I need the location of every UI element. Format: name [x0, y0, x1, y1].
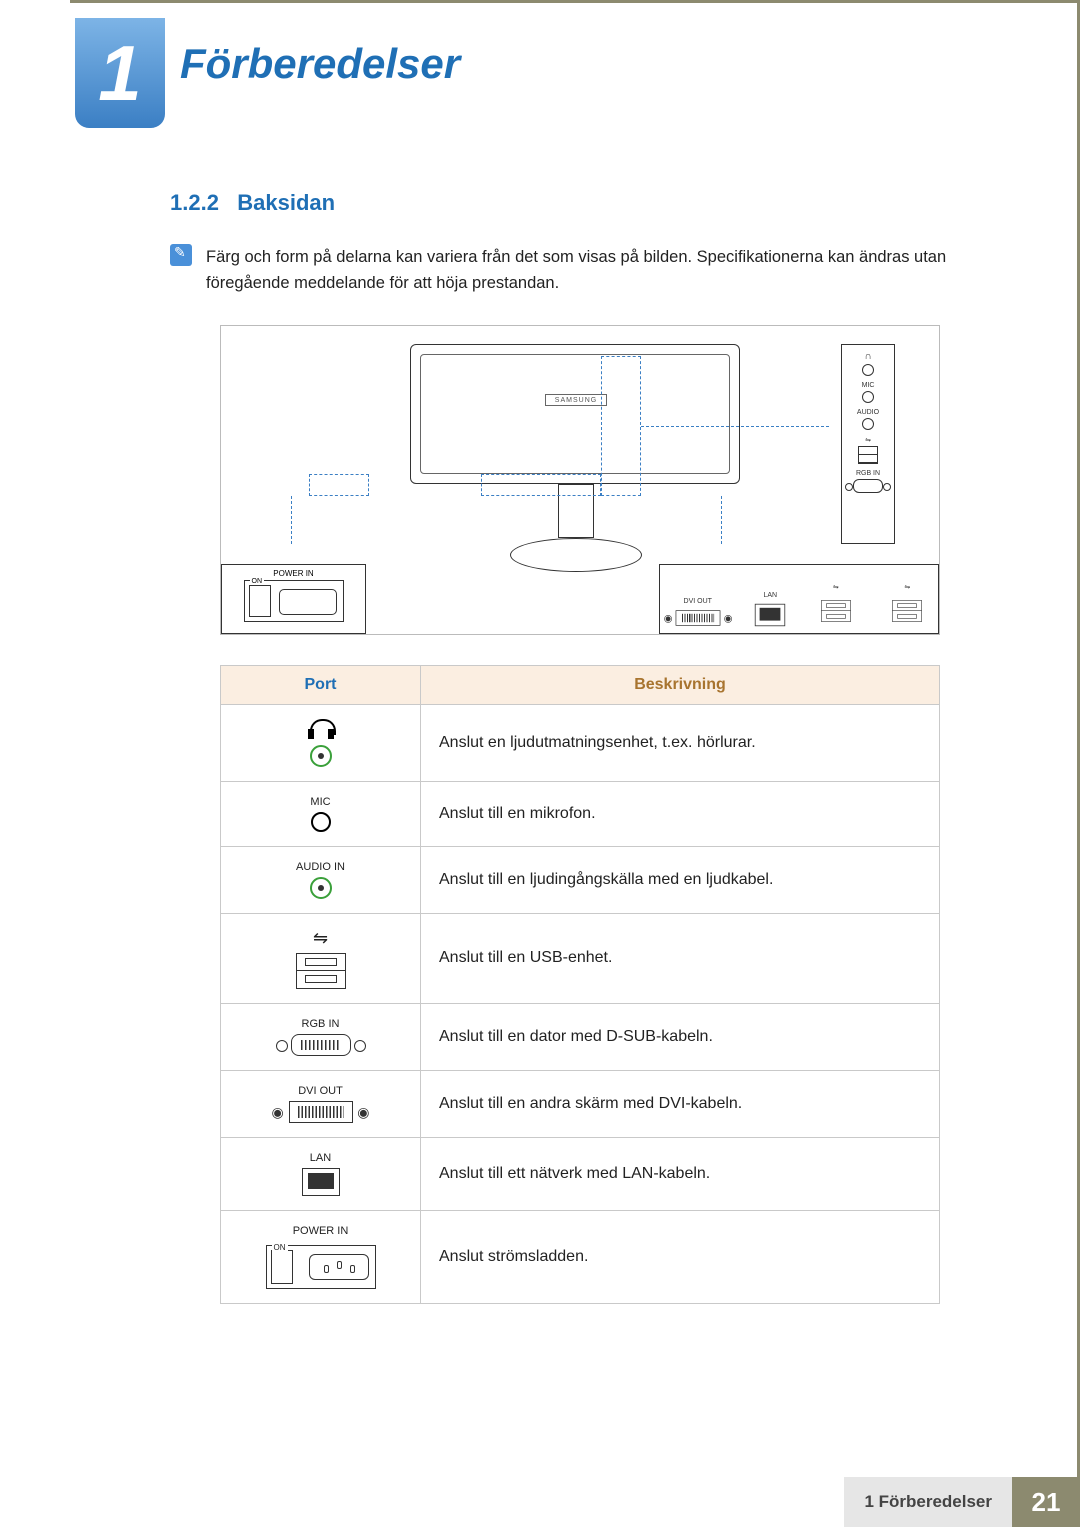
ports-table: Port Beskrivning Anslut en ljudutmatning… — [220, 665, 940, 1304]
port-desc: Anslut till en ljudingångskälla med en l… — [421, 846, 940, 913]
port-desc: Anslut till ett nätverk med LAN-kabeln. — [421, 1137, 940, 1210]
diagram-dvi-icon: DVI OUT — [666, 598, 730, 629]
diagram-power-socket — [279, 589, 337, 615]
chapter-title: Förberedelser — [180, 40, 460, 88]
port-desc: Anslut till en andra skärm med DVI-kabel… — [421, 1070, 940, 1137]
chapter-number: 1 — [98, 28, 141, 119]
footer-page-number: 21 — [1012, 1477, 1080, 1527]
diagram-bottom-ports: DVI OUT LAN ⇋ ⇋ — [659, 564, 939, 634]
port-desc: Anslut strömsladden. — [421, 1210, 940, 1303]
side-audio-icon: AUDIO — [857, 409, 879, 430]
callout-bottom-right — [481, 474, 601, 496]
diagram-power-label: POWER IN — [226, 569, 361, 578]
table-row: DVI OUT Anslut till en andra skärm med D… — [221, 1070, 940, 1137]
table-row: Anslut en ljudutmatningsenhet, t.ex. hör… — [221, 704, 940, 781]
table-header-row: Port Beskrivning — [221, 665, 940, 704]
port-power-icon: POWER IN ON — [221, 1210, 421, 1303]
diagram-usb1-icon: ⇋ — [811, 583, 861, 629]
table-row: MIC Anslut till en mikrofon. — [221, 781, 940, 846]
section-heading: 1.2.2 Baksidan — [170, 190, 990, 216]
diagram-usb2-icon: ⇋ — [882, 583, 932, 629]
table-row: ⇋ Anslut till en USB-enhet. — [221, 913, 940, 1003]
callout-line-bl1 — [291, 496, 292, 544]
footer-section: 1 Förberedelser — [844, 1477, 1012, 1527]
note-icon — [170, 244, 192, 266]
port-desc: Anslut en ljudutmatningsenhet, t.ex. hör… — [421, 704, 940, 781]
callout-bottom-left — [309, 474, 369, 496]
table-row: AUDIO IN Anslut till en ljudingångskälla… — [221, 846, 940, 913]
table-row: LAN Anslut till ett nätverk med LAN-kabe… — [221, 1137, 940, 1210]
note-row: Färg och form på delarna kan variera frå… — [170, 244, 990, 297]
monitor-outline: SAMSUNG — [370, 344, 790, 534]
side-ports-panel: ∩ MIC AUDIO ⇋ RGB IN — [841, 344, 895, 544]
brand-badge: SAMSUNG — [545, 394, 607, 406]
page-content: 1.2.2 Baksidan Färg och form på delarna … — [170, 190, 990, 1304]
side-rgb-icon: RGB IN — [853, 470, 883, 493]
table-row: RGB IN Anslut till en dator med D-SUB-ka… — [221, 1003, 940, 1070]
port-desc: Anslut till en USB-enhet. — [421, 913, 940, 1003]
section-title: Baksidan — [237, 190, 335, 215]
side-mic-icon: MIC — [862, 382, 875, 403]
port-lan-icon: LAN — [221, 1137, 421, 1210]
port-rgb-icon: RGB IN — [221, 1003, 421, 1070]
callout-line-br1 — [721, 496, 722, 544]
port-headphone-icon — [221, 704, 421, 781]
diagram-power-plug: ON — [244, 580, 344, 622]
diagram-power-switch — [249, 585, 271, 617]
monitor-base — [510, 538, 642, 572]
diagram-power-box: POWER IN ON — [221, 564, 366, 634]
diagram-lan-icon: LAN — [751, 592, 789, 629]
page-footer: 1 Förberedelser 21 — [0, 1477, 1080, 1527]
side-usb-icon: ⇋ — [858, 436, 878, 464]
section-number: 1.2.2 — [170, 190, 219, 215]
port-desc: Anslut till en dator med D-SUB-kabeln. — [421, 1003, 940, 1070]
side-headphone-icon: ∩ — [862, 351, 874, 376]
port-dvi-icon: DVI OUT — [221, 1070, 421, 1137]
note-text: Färg och form på delarna kan variera frå… — [206, 244, 990, 297]
port-mic-icon: MIC — [221, 781, 421, 846]
callout-side — [601, 356, 641, 496]
table-row: POWER IN ON Anslut strömsladden. — [221, 1210, 940, 1303]
diagram-on-label: ON — [250, 578, 265, 585]
chapter-tab: 1 — [75, 18, 165, 128]
th-port: Port — [221, 665, 421, 704]
th-desc: Beskrivning — [421, 665, 940, 704]
port-usb-icon: ⇋ — [221, 913, 421, 1003]
rear-diagram: SAMSUNG ∩ MIC AUDIO ⇋ RGB IN POWER IN — [220, 325, 940, 635]
port-audio-icon: AUDIO IN — [221, 846, 421, 913]
monitor-back-inner — [420, 354, 730, 474]
callout-line-side — [641, 426, 829, 427]
port-desc: Anslut till en mikrofon. — [421, 781, 940, 846]
